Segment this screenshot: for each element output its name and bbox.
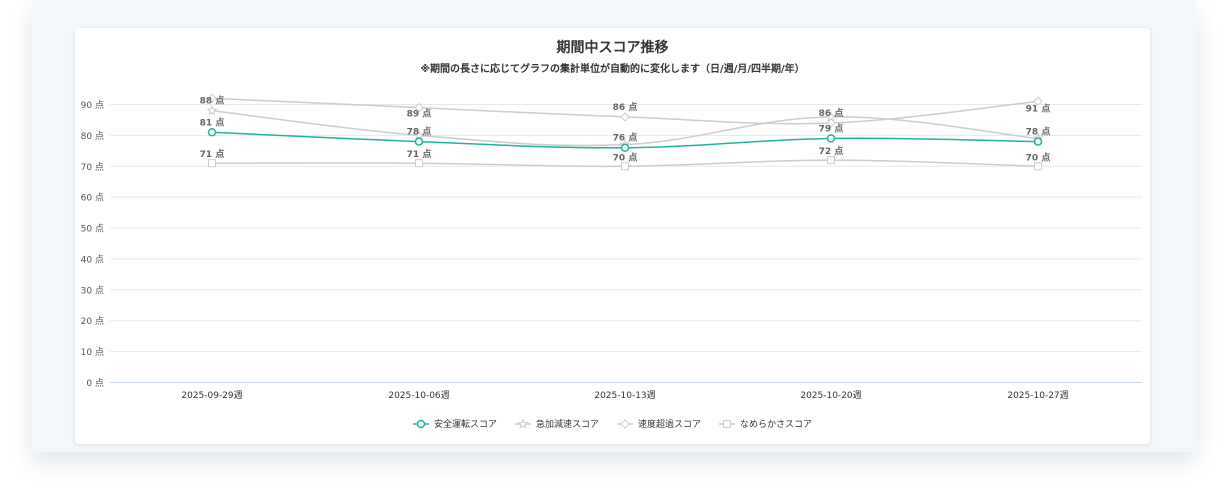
y-tick-label: 30 点 xyxy=(81,285,104,296)
x-tick-label: 2025-10-06週 xyxy=(388,390,449,401)
data-label: 71 点 xyxy=(200,148,225,160)
legend-label: 安全運転スコア xyxy=(433,420,497,430)
y-tick-label: 20 点 xyxy=(81,316,104,327)
square-marker xyxy=(723,419,732,428)
legend-star-icon xyxy=(514,418,531,429)
chart-title: 期間中スコア推移 xyxy=(556,40,669,56)
data-label: 81 点 xyxy=(200,116,225,128)
x-tick-label: 2025-10-13週 xyxy=(594,390,655,401)
y-tick-label: 90 点 xyxy=(81,100,104,111)
y-tick-label: 80 点 xyxy=(81,131,104,142)
data-label: 89 点 xyxy=(407,108,432,120)
legend-item[interactable]: 安全運転スコア xyxy=(412,417,497,430)
legend-label: 急加減速スコア xyxy=(535,420,599,430)
y-tick-label: 60 点 xyxy=(81,193,104,204)
circle-marker xyxy=(414,137,424,146)
diamond-marker xyxy=(1033,96,1043,107)
square-marker xyxy=(415,159,423,168)
data-label: 70 点 xyxy=(1026,151,1051,163)
data-label: 86 点 xyxy=(613,101,638,113)
legend-square-icon xyxy=(719,419,736,428)
legend-item[interactable]: なめらかさスコア xyxy=(719,417,812,430)
data-label: 88 点 xyxy=(200,95,225,107)
data-label: 91 点 xyxy=(1026,102,1051,114)
data-label: 76 点 xyxy=(613,132,638,144)
diamond-marker xyxy=(414,102,424,113)
y-tick-label: 0 点 xyxy=(86,378,104,389)
diamond-marker xyxy=(620,418,630,429)
diamond-marker xyxy=(620,112,630,122)
y-tick-label: 70 点 xyxy=(81,162,104,173)
data-label: 86 点 xyxy=(819,107,844,119)
legend-label: 速度超過スコア xyxy=(638,420,702,430)
circle-marker xyxy=(1033,137,1043,146)
square-marker xyxy=(621,162,629,171)
chart-subtitle: ※期間の長さに応じてグラフの集計単位が自動的に変化します（日/週/月/四半期/年… xyxy=(420,64,805,75)
line-chart: 0 点 10 点 20 点 30 点 40 点 50 点 60 点 70 点 80 点 90 点 2… xyxy=(81,93,1142,401)
y-tick-label: 50 点 xyxy=(81,224,104,235)
circle-marker xyxy=(826,134,836,143)
data-label: 78 点 xyxy=(1026,126,1051,138)
star-marker xyxy=(517,418,529,429)
legend-label: なめらかさスコア xyxy=(740,420,813,430)
y-tick-label: 40 点 xyxy=(81,254,104,265)
chart-legend: 安全運転スコア 急加減速スコア 速度超過スコア なめらかさスコア xyxy=(75,417,1150,430)
data-label: 79 点 xyxy=(819,122,844,134)
x-tick-label: 2025-09-29週 xyxy=(181,390,242,401)
diamond-marker xyxy=(826,118,836,128)
chart-card: 期間中スコア推移 ※期間の長さに応じてグラフの集計単位が自動的に変化します（日/… xyxy=(75,28,1150,444)
y-tick-label: 10 点 xyxy=(81,347,104,358)
legend-item[interactable]: 速度超過スコア xyxy=(617,417,701,430)
square-marker xyxy=(827,156,835,165)
square-marker xyxy=(1034,162,1042,171)
data-label: 71 点 xyxy=(407,148,432,160)
data-label: 78 点 xyxy=(407,126,432,138)
legend-circle-icon xyxy=(412,419,429,428)
data-label: 72 点 xyxy=(819,145,844,157)
legend-diamond-icon xyxy=(617,418,633,429)
diamond-marker xyxy=(207,93,217,104)
circle-marker xyxy=(416,419,426,428)
legend-item[interactable]: 急加減速スコア xyxy=(514,417,599,430)
x-tick-label: 2025-10-20週 xyxy=(800,390,861,401)
x-tick-label: 2025-10-27週 xyxy=(1007,390,1068,401)
star-marker xyxy=(206,104,218,116)
data-label: 70 点 xyxy=(613,151,638,163)
circle-marker xyxy=(207,128,217,137)
circle-marker xyxy=(620,143,630,152)
square-marker xyxy=(208,159,216,168)
